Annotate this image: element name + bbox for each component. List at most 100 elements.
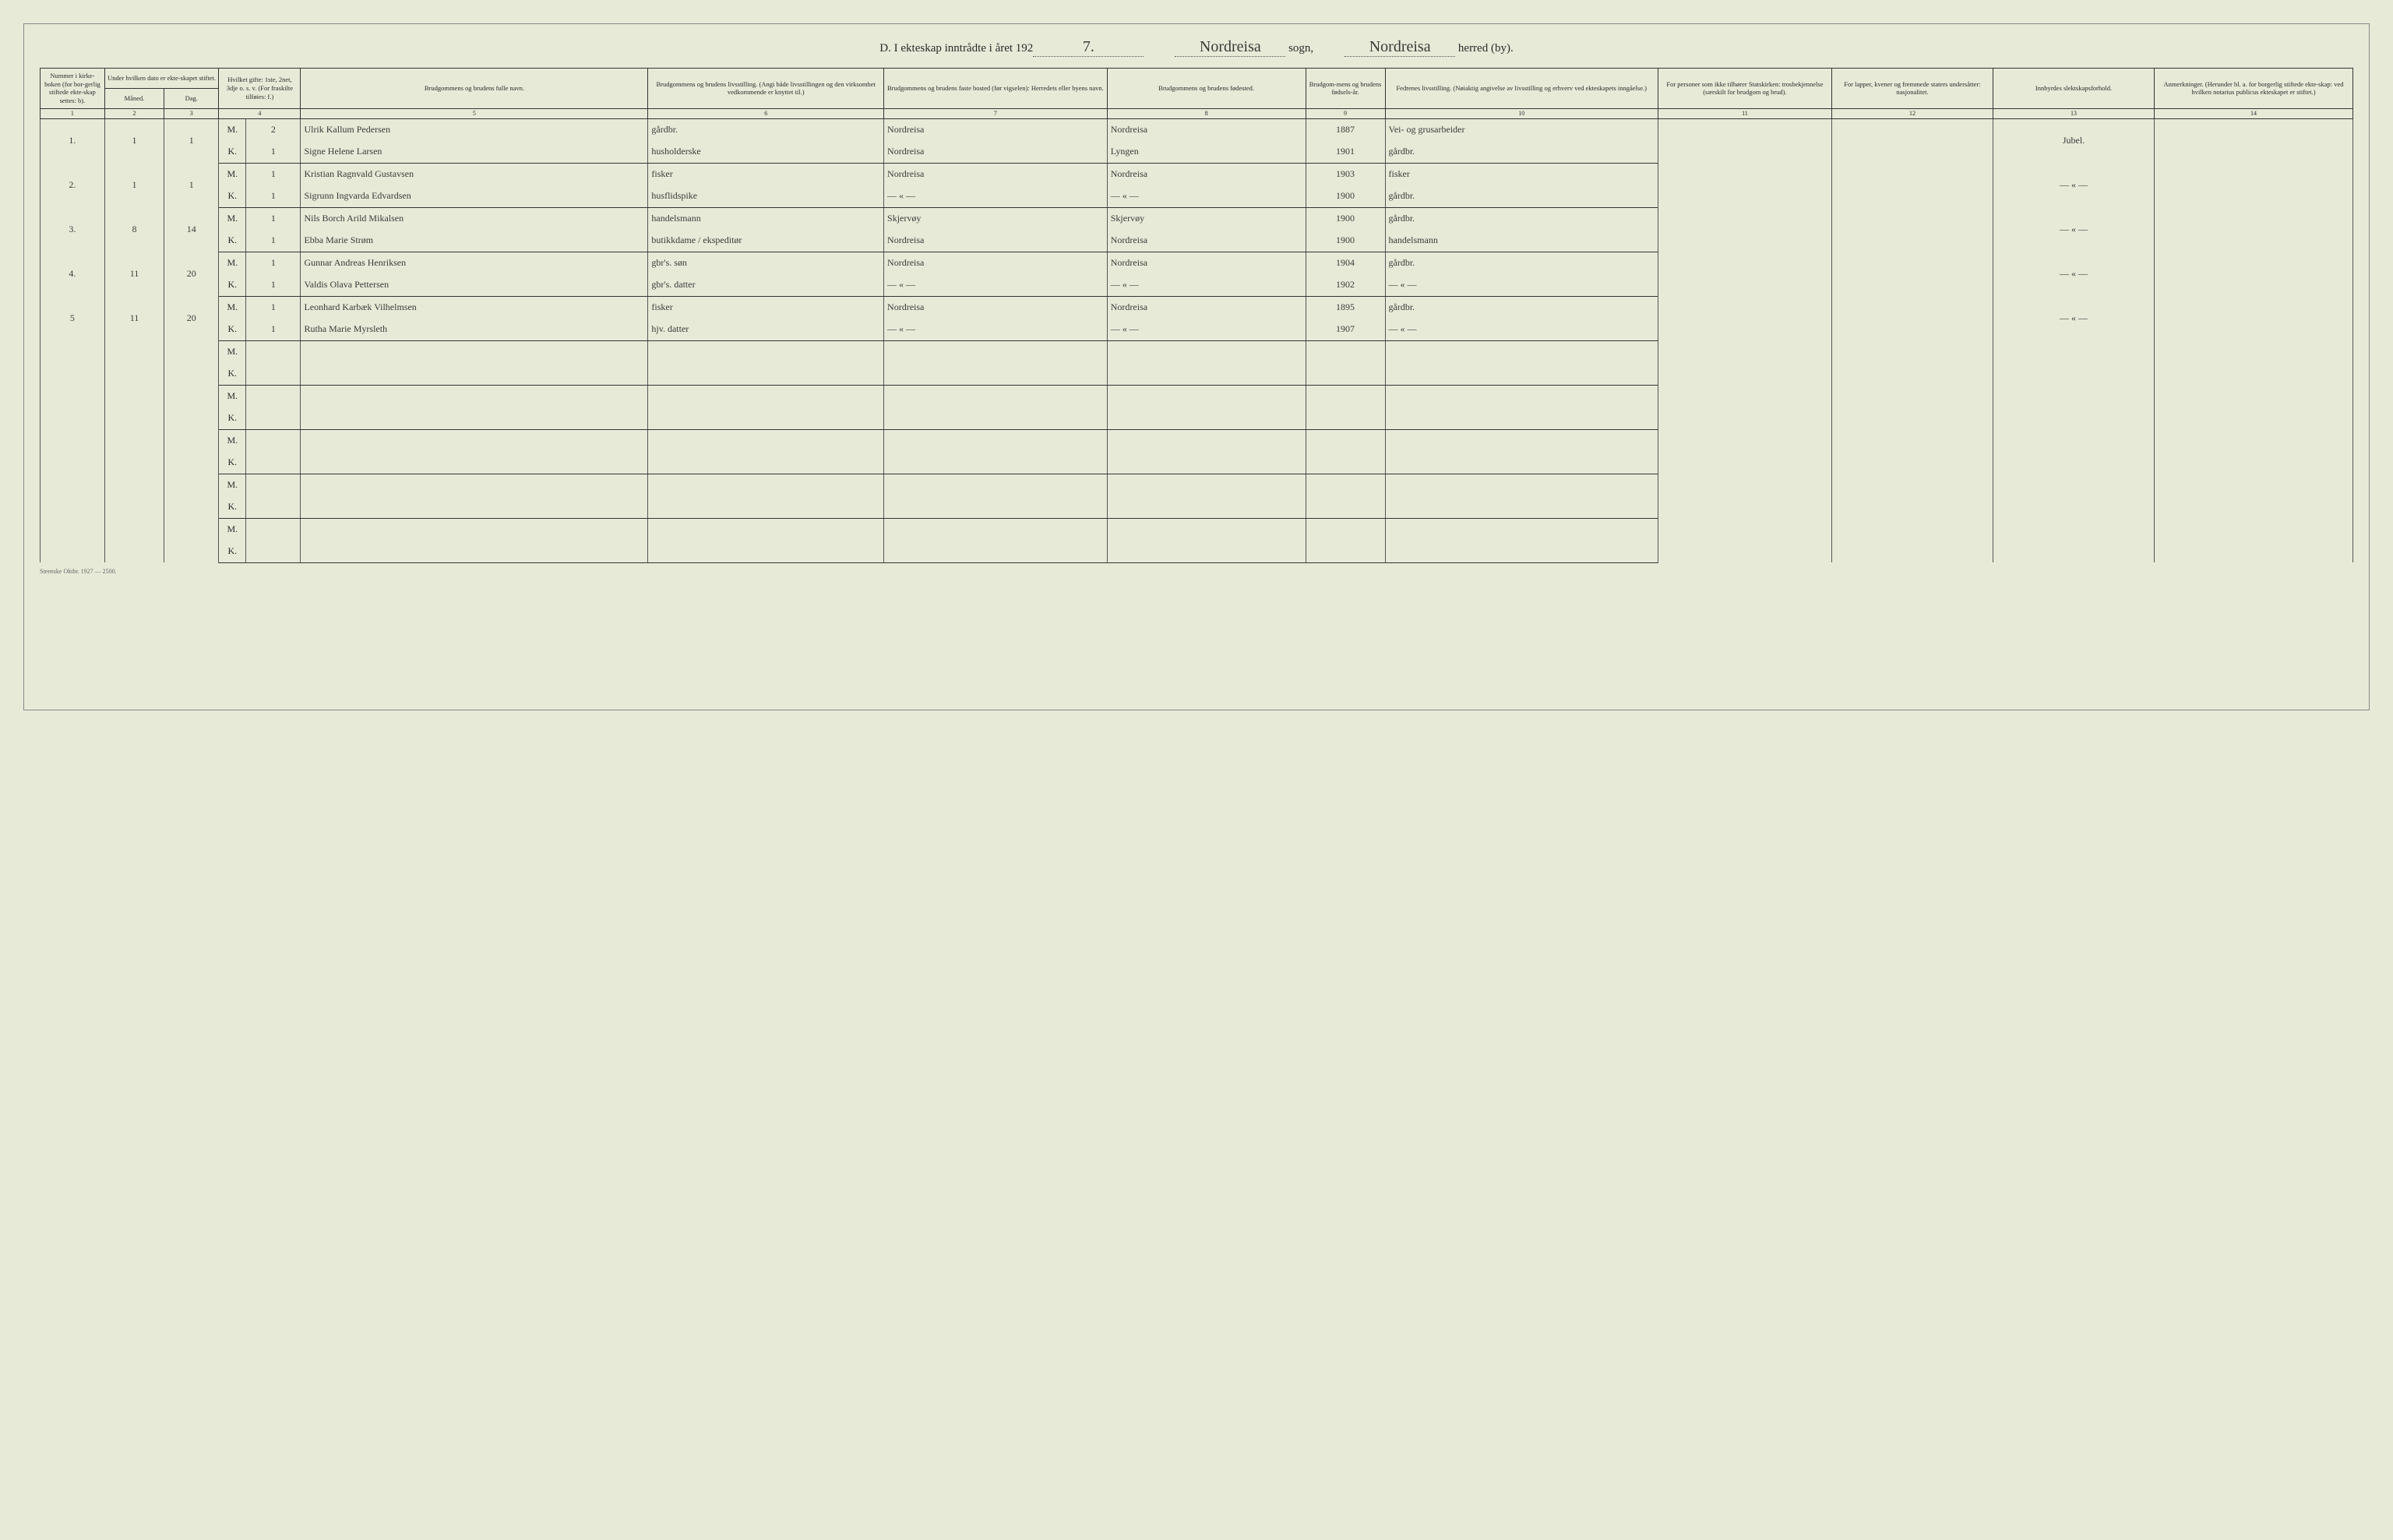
father-k: handelsmann <box>1385 230 1658 252</box>
father-k: gårdbr. <box>1385 185 1658 208</box>
res-m: Nordreisa <box>884 163 1108 185</box>
nationality <box>1831 207 1993 252</box>
res-k <box>884 541 1108 563</box>
remarks <box>2155 385 2353 429</box>
title-sogn: Nordreisa sogn, <box>1175 38 1313 57</box>
birthpl-k <box>1107 541 1306 563</box>
name-k: Valdis Olava Pettersen <box>301 274 648 297</box>
religion <box>1658 385 1831 429</box>
mk-k: K. <box>219 407 246 430</box>
year-m: 1900 <box>1306 207 1385 230</box>
res-m: Nordreisa <box>884 296 1108 319</box>
res-k <box>884 363 1108 386</box>
res-m <box>884 385 1108 407</box>
res-k: — « — <box>884 185 1108 208</box>
birthpl-m <box>1107 518 1306 541</box>
name-k: Sigrunn Ingvarda Edvardsen <box>301 185 648 208</box>
gifte-k: 1 <box>246 319 301 341</box>
father-m: gårdbr. <box>1385 296 1658 319</box>
hdr-name: Brudgommens og brudens fulle navn. <box>301 69 648 109</box>
mk-m: M. <box>219 252 246 274</box>
father-k <box>1385 541 1658 563</box>
occ-k <box>648 452 884 474</box>
hdr-father: Fedrenes livsstilling. (Nøiaktig angivel… <box>1385 69 1658 109</box>
religion <box>1658 163 1831 207</box>
year-m: 1903 <box>1306 163 1385 185</box>
birthpl-k <box>1107 363 1306 386</box>
occ-k <box>648 363 884 386</box>
entry-month: 1 <box>104 118 164 163</box>
hdr-kin: Innbyrdes slektskapsforhold. <box>1993 69 2154 109</box>
entry-day <box>164 385 219 429</box>
gifte-k: 1 <box>246 185 301 208</box>
entry-day: 1 <box>164 118 219 163</box>
father-m <box>1385 429 1658 452</box>
occ-m: gbr's. søn <box>648 252 884 274</box>
father-m: gårdbr. <box>1385 207 1658 230</box>
name-m: Kristian Ragnvald Gustavsen <box>301 163 648 185</box>
name-m: Leonhard Karbæk Vilhelmsen <box>301 296 648 319</box>
herred-label: herred (by). <box>1458 42 1514 55</box>
birthpl-m: Nordreisa <box>1107 252 1306 274</box>
page-title-row: D. I ekteskap inntrådte i året 1927. Nor… <box>40 32 2353 68</box>
kinship <box>1993 340 2154 385</box>
remarks <box>2155 429 2353 474</box>
kinship <box>1993 429 2154 474</box>
name-k <box>301 496 648 519</box>
birthpl-m <box>1107 340 1306 363</box>
father-m <box>1385 474 1658 496</box>
res-m <box>884 518 1108 541</box>
res-k: Nordreisa <box>884 141 1108 164</box>
name-m <box>301 518 648 541</box>
occ-k: husholderske <box>648 141 884 164</box>
ledger-table: Nummer i kirke-boken (for bor-gerlig sti… <box>40 68 2353 563</box>
mk-m: M. <box>219 118 246 141</box>
entry-number <box>41 429 105 474</box>
birthpl-k: — « — <box>1107 185 1306 208</box>
kinship <box>1993 518 2154 562</box>
occ-k <box>648 496 884 519</box>
father-m: gårdbr. <box>1385 252 1658 274</box>
entry-number <box>41 518 105 562</box>
entry-day: 14 <box>164 207 219 252</box>
entry-month <box>104 474 164 518</box>
colnum-1: 1 <box>41 108 105 118</box>
nationality <box>1831 252 1993 296</box>
hdr-date: Under hvilken dato er ekte-skapet stifte… <box>104 69 219 89</box>
entry-row-groom: 4.1120M.1Gunnar Andreas Henriksengbr's. … <box>41 252 2353 274</box>
birthpl-m <box>1107 385 1306 407</box>
birthpl-m: Nordreisa <box>1107 163 1306 185</box>
gifte-m <box>246 518 301 541</box>
entry-number: 4. <box>41 252 105 296</box>
colnum-10: 10 <box>1385 108 1658 118</box>
mk-m: M. <box>219 340 246 363</box>
birthpl-k <box>1107 496 1306 519</box>
nationality <box>1831 518 1993 562</box>
gifte-m: 2 <box>246 118 301 141</box>
year-m <box>1306 385 1385 407</box>
mk-m: M. <box>219 385 246 407</box>
father-k: — « — <box>1385 319 1658 341</box>
religion <box>1658 252 1831 296</box>
entry-number: 5 <box>41 296 105 340</box>
occ-m <box>648 385 884 407</box>
mk-m: M. <box>219 474 246 496</box>
year-k: 1900 <box>1306 185 1385 208</box>
remarks <box>2155 340 2353 385</box>
res-m <box>884 429 1108 452</box>
occ-m: handelsmann <box>648 207 884 230</box>
religion <box>1658 118 1831 163</box>
occ-m: fisker <box>648 296 884 319</box>
year-m <box>1306 340 1385 363</box>
occ-m <box>648 429 884 452</box>
religion <box>1658 518 1831 562</box>
gifte-m <box>246 340 301 363</box>
occ-k: hjv. datter <box>648 319 884 341</box>
remarks <box>2155 518 2353 562</box>
occ-k: butikkdame / ekspeditør <box>648 230 884 252</box>
res-k: — « — <box>884 319 1108 341</box>
mk-k: K. <box>219 319 246 341</box>
remarks <box>2155 252 2353 296</box>
entry-row-groom: 3.814M.1Nils Borch Arild Mikalsenhandels… <box>41 207 2353 230</box>
res-m <box>884 340 1108 363</box>
